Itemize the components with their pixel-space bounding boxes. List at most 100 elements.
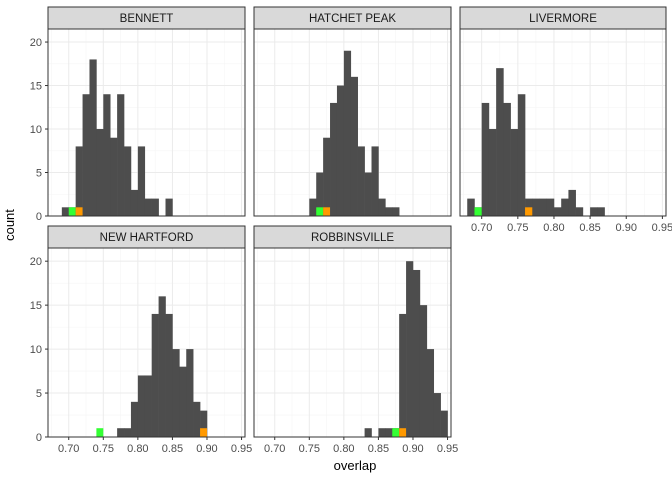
histogram-bar [378, 428, 386, 437]
histogram-bar [371, 146, 379, 216]
facet-strip [459, 6, 667, 30]
facet-strip-label: ROBBINSVILLE [311, 232, 394, 244]
highlight-bin-green [392, 428, 400, 437]
facet-panel: HATCHET PEAK [253, 6, 452, 217]
histogram-bar [419, 305, 428, 437]
y-tick-label: 15 [30, 81, 42, 93]
facet-panel: ROBBINSVILLE [253, 225, 452, 438]
x-tick-label: 0.95 [652, 222, 672, 234]
histogram-bar [590, 207, 598, 216]
x-tick-label: 0.75 [507, 222, 528, 234]
histogram-bar [151, 313, 159, 437]
x-tick-label: 0.95 [231, 443, 252, 455]
highlight-bin-green [474, 207, 482, 216]
histogram-bar [378, 198, 386, 216]
histogram-bar [75, 146, 83, 216]
histogram-bar [357, 146, 365, 216]
histogram-bar [343, 50, 352, 216]
y-tick-label: 0 [36, 211, 42, 223]
histogram-bar [364, 428, 372, 437]
facet-strip-label: HATCHET PEAK [309, 13, 396, 25]
x-tick-label: 0.85 [579, 222, 600, 234]
histogram-bar [546, 198, 555, 216]
y-tick-label: 10 [30, 344, 42, 356]
histogram-bar [412, 269, 421, 437]
y-tick-label: 20 [30, 37, 42, 49]
histogram-bar [323, 137, 331, 216]
histogram-bar [433, 393, 441, 437]
histogram-bar [137, 146, 146, 216]
facet-panel: NEW HARTFORD [47, 225, 246, 438]
histogram-bar [467, 198, 475, 216]
histogram-bar [158, 296, 166, 437]
highlight-bin-orange [525, 207, 533, 216]
histogram-bar [496, 68, 504, 217]
histogram-bar [392, 207, 400, 216]
panels-layer: BENNETT HATCHET PEAK LIVERMORE NEW HARTFORD… [47, 6, 667, 438]
x-tick-label: 0.80 [127, 443, 148, 455]
facet-strip [47, 6, 246, 30]
histogram-bar [193, 401, 201, 437]
x-tick-label: 0.75 [299, 443, 320, 455]
histogram-bar [186, 349, 194, 437]
histogram-bar [61, 207, 70, 216]
highlight-bin-green [316, 207, 324, 216]
x-tick-label: 0.75 [93, 443, 114, 455]
histogram-bar [151, 198, 159, 216]
histogram-bar [165, 313, 173, 437]
x-tick-label: 0.85 [368, 443, 389, 455]
y-tick-label: 20 [30, 256, 42, 268]
histogram-bar [575, 207, 584, 216]
highlight-bin-orange [323, 207, 331, 216]
histogram-bar [440, 410, 448, 437]
histogram-bar [117, 428, 125, 437]
y-axis-title: count [2, 209, 17, 241]
histogram-bar [336, 85, 345, 216]
histogram-bar [330, 102, 338, 216]
histogram-bar [172, 349, 180, 437]
histogram-bar [517, 94, 526, 216]
histogram-bar [103, 94, 111, 216]
histogram-bar [309, 198, 317, 216]
highlight-bin-orange [200, 428, 207, 437]
facet-panel: BENNETT [47, 6, 246, 217]
x-tick-label: 0.90 [196, 443, 217, 455]
facet-strip-label: LIVERMORE [529, 13, 597, 25]
histogram-bar [364, 172, 372, 216]
histogram-bar [481, 102, 490, 216]
y-tick-label: 0 [36, 432, 42, 444]
histogram-bar [539, 198, 548, 216]
highlight-bin-orange [75, 207, 83, 216]
histogram-bar [426, 349, 435, 437]
highlight-bin-green [68, 207, 76, 216]
histogram-bar [532, 198, 540, 216]
highlight-bin-orange [399, 428, 407, 437]
highlight-bin-green [96, 428, 104, 437]
x-tick-label: 0.95 [437, 443, 458, 455]
histogram-bar [553, 207, 562, 216]
facet-strip [253, 225, 452, 249]
histogram-bar [488, 129, 497, 216]
histogram-bar [385, 207, 393, 216]
histogram-bar [179, 366, 187, 437]
histogram-bar [200, 410, 208, 437]
histogram-bar [561, 198, 569, 216]
y-tick-label: 5 [36, 168, 42, 180]
histogram-bar [568, 189, 576, 216]
histogram-bar [110, 137, 118, 216]
facet-panel: LIVERMORE [459, 6, 667, 217]
x-tick-label: 0.90 [402, 443, 423, 455]
histogram-bar [316, 172, 324, 216]
histogram-bar [144, 375, 152, 437]
axes-layer: 0 5 10 15 20 0.70 0.75 0.80 0.85 0.90 0.95 0 5 10 15 20… [30, 37, 672, 455]
y-tick-label: 10 [30, 124, 42, 136]
histogram-bar [124, 146, 132, 216]
histogram-bar [165, 198, 173, 216]
facet-strip-label: NEW HARTFORD [100, 232, 194, 244]
x-tick-label: 0.70 [471, 222, 492, 234]
x-tick-label: 0.85 [162, 443, 183, 455]
x-axis-title: overlap [334, 458, 377, 473]
x-tick-label: 0.70 [58, 443, 79, 455]
y-tick-label: 15 [30, 300, 42, 312]
